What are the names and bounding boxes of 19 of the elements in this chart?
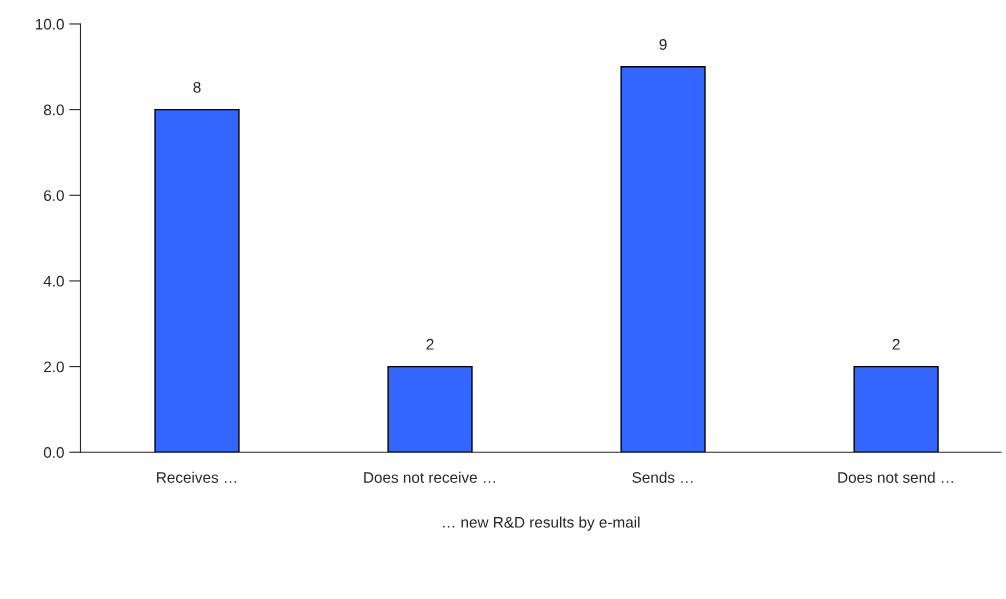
bar bbox=[853, 365, 939, 453]
y-tick-label: 10.0 bbox=[35, 18, 64, 30]
y-tick-label: 2.0 bbox=[44, 361, 64, 373]
y-tick-label: 8.0 bbox=[43, 104, 64, 116]
x-axis-title: … new R&D results by e-mail bbox=[443, 516, 640, 531]
data-label: 2 bbox=[892, 338, 900, 350]
y-tick-label: 0.0 bbox=[43, 447, 64, 458]
x-tick-label: Sends … bbox=[632, 471, 693, 483]
bar bbox=[620, 66, 706, 453]
bar bbox=[154, 108, 240, 453]
x-tick-label: Does not receive … bbox=[364, 471, 496, 483]
data-label: 9 bbox=[659, 39, 667, 50]
bar bbox=[387, 365, 473, 453]
data-label: 8 bbox=[193, 81, 201, 93]
x-tick-label: Does not send … bbox=[838, 471, 954, 483]
x-tick-label: Receives … bbox=[157, 471, 237, 483]
data-label: 2 bbox=[426, 338, 434, 350]
y-tick-label: 6.0 bbox=[44, 190, 64, 201]
y-tick-label: 4.0 bbox=[43, 275, 64, 287]
